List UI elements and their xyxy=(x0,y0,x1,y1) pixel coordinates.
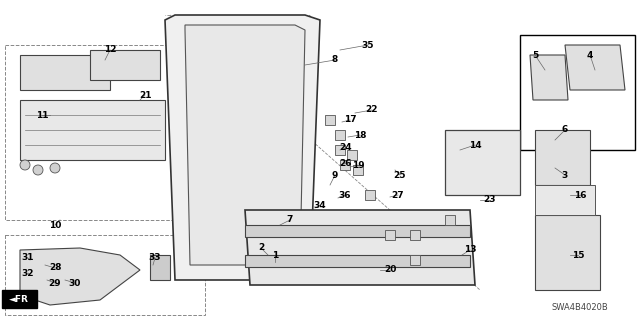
Bar xyxy=(340,160,350,170)
Bar xyxy=(385,230,395,240)
Bar xyxy=(20,100,165,160)
Text: 9: 9 xyxy=(332,170,338,180)
Text: 35: 35 xyxy=(362,41,374,49)
Text: 17: 17 xyxy=(344,115,356,124)
Circle shape xyxy=(50,163,60,173)
Text: 16: 16 xyxy=(573,190,586,199)
Polygon shape xyxy=(565,45,625,90)
Text: 33: 33 xyxy=(148,254,161,263)
Text: ◄FR: ◄FR xyxy=(9,294,29,303)
Text: 28: 28 xyxy=(49,263,61,272)
Polygon shape xyxy=(530,55,568,100)
Text: 10: 10 xyxy=(49,220,61,229)
Bar xyxy=(335,145,345,155)
Polygon shape xyxy=(20,55,110,90)
Bar xyxy=(445,215,455,225)
Text: 12: 12 xyxy=(104,46,116,55)
Text: 5: 5 xyxy=(532,50,538,60)
Bar xyxy=(535,185,595,215)
Polygon shape xyxy=(20,248,140,305)
Text: 20: 20 xyxy=(384,265,396,275)
Bar xyxy=(150,255,170,280)
Bar xyxy=(535,215,600,290)
Text: 25: 25 xyxy=(394,170,406,180)
Polygon shape xyxy=(245,210,475,285)
Bar xyxy=(353,165,363,175)
Bar xyxy=(2,290,37,308)
Text: 32: 32 xyxy=(22,269,35,278)
Text: 19: 19 xyxy=(352,160,364,169)
Text: 30: 30 xyxy=(69,278,81,287)
Bar xyxy=(335,130,345,140)
Text: 27: 27 xyxy=(392,190,404,199)
Bar xyxy=(5,235,205,315)
Text: 1: 1 xyxy=(272,250,278,259)
Text: 7: 7 xyxy=(287,216,293,225)
Bar xyxy=(410,230,420,240)
Text: 22: 22 xyxy=(365,106,378,115)
Text: 23: 23 xyxy=(484,196,496,204)
Bar xyxy=(445,130,520,195)
Text: 15: 15 xyxy=(572,250,584,259)
Bar xyxy=(520,35,635,150)
Polygon shape xyxy=(90,50,160,80)
Bar xyxy=(5,45,180,220)
Text: SWA4B4020B: SWA4B4020B xyxy=(552,303,609,313)
Text: 26: 26 xyxy=(340,159,352,167)
Text: 21: 21 xyxy=(139,91,151,100)
Text: 18: 18 xyxy=(354,130,366,139)
Bar xyxy=(365,190,375,200)
Text: 3: 3 xyxy=(562,170,568,180)
Text: 36: 36 xyxy=(339,190,351,199)
Bar xyxy=(245,255,470,267)
Bar xyxy=(245,225,470,237)
Circle shape xyxy=(20,160,30,170)
Bar xyxy=(325,115,335,125)
Text: 13: 13 xyxy=(464,246,476,255)
Text: 34: 34 xyxy=(314,201,326,210)
Text: 8: 8 xyxy=(332,56,338,64)
Bar xyxy=(410,255,420,265)
Circle shape xyxy=(33,165,43,175)
Text: 6: 6 xyxy=(562,125,568,135)
Text: 24: 24 xyxy=(340,144,352,152)
Text: 2: 2 xyxy=(258,243,264,253)
Polygon shape xyxy=(185,25,305,265)
Text: 4: 4 xyxy=(587,50,593,60)
Text: 31: 31 xyxy=(22,254,35,263)
Polygon shape xyxy=(165,15,320,280)
Text: 29: 29 xyxy=(49,278,61,287)
Bar xyxy=(535,130,590,185)
Text: 11: 11 xyxy=(36,110,48,120)
Text: 14: 14 xyxy=(468,140,481,150)
Bar xyxy=(347,150,357,160)
